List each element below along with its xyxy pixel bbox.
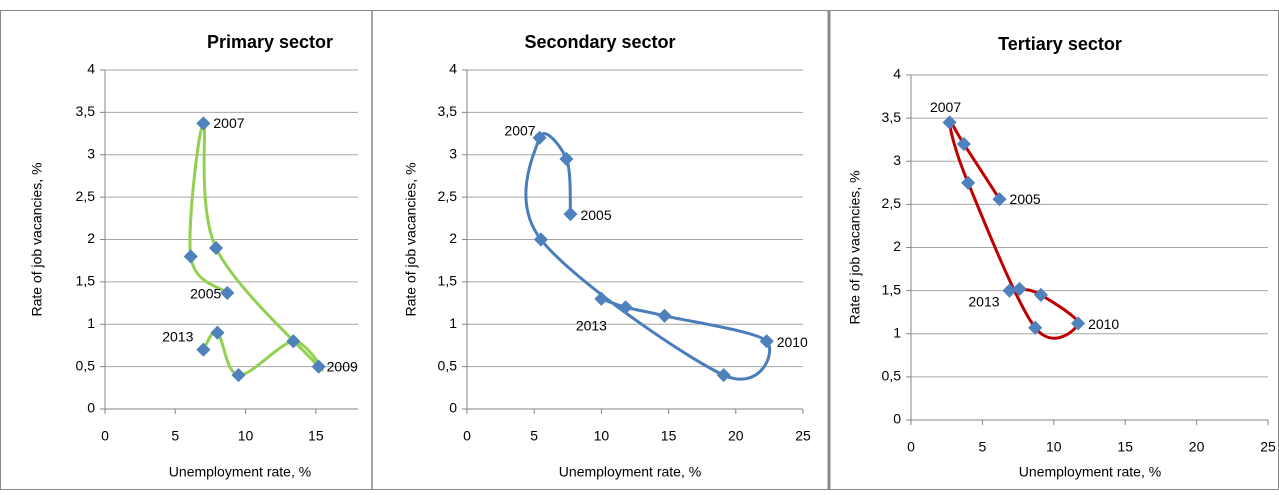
y-tick-label: 0,5 <box>882 368 902 384</box>
y-tick-label: 1 <box>449 315 457 331</box>
x-tick-label: 5 <box>530 428 538 444</box>
y-tick-label: 4 <box>449 61 457 77</box>
y-tick-label: 0 <box>893 411 901 427</box>
y-tick-label: 2 <box>87 230 95 246</box>
y-tick-label: 1,5 <box>76 273 96 289</box>
point <box>231 368 246 383</box>
y-tick-label: 3 <box>449 145 457 161</box>
y-tick-label: 3 <box>893 152 901 168</box>
y-tick-label: 3,5 <box>76 103 96 119</box>
y-tick-label: 3,5 <box>438 103 458 119</box>
point <box>1071 316 1086 331</box>
chart-title: Primary sector <box>207 32 333 52</box>
x-axis-title: Unemployment rate, % <box>559 464 701 480</box>
point <box>594 291 609 306</box>
x-tick-label: 15 <box>661 428 677 444</box>
point <box>956 136 971 152</box>
x-tick-label: 20 <box>728 428 744 444</box>
point-label: 2013 <box>576 318 607 334</box>
point <box>210 325 225 340</box>
chart-title: Secondary sector <box>524 32 675 52</box>
frame <box>0 10 1279 490</box>
chart-title: Tertiary sector <box>998 34 1122 54</box>
point-label: 2013 <box>162 328 193 344</box>
point-label: 2010 <box>777 334 808 350</box>
x-tick-label: 10 <box>238 428 254 444</box>
x-tick-label: 10 <box>1046 439 1062 455</box>
y-axis-title: Rate of job vacancies, % <box>29 162 45 316</box>
y-axis-title: Rate of job vacancies, % <box>403 162 419 316</box>
point-label: 2010 <box>1088 316 1119 332</box>
y-tick-label: 1,5 <box>882 281 902 297</box>
y-tick-label: 0,5 <box>76 357 96 373</box>
point <box>311 359 326 374</box>
point <box>220 285 235 300</box>
series-line <box>948 119 1080 340</box>
point <box>559 151 574 167</box>
point <box>1033 287 1049 303</box>
point <box>1002 283 1017 298</box>
point <box>208 240 224 256</box>
point-label: 2007 <box>930 99 961 115</box>
x-tick-label: 15 <box>308 428 324 444</box>
point <box>183 249 198 264</box>
x-axis-title: Unemployment rate, % <box>1019 464 1161 480</box>
series-line <box>524 132 772 381</box>
y-tick-label: 1 <box>893 324 901 340</box>
point <box>992 192 1007 207</box>
point <box>759 334 774 349</box>
point-label: 2005 <box>1010 191 1041 207</box>
x-tick-label: 5 <box>979 439 987 455</box>
x-tick-label: 5 <box>171 428 179 444</box>
point <box>533 232 548 247</box>
y-tick-label: 2,5 <box>76 188 96 204</box>
point <box>196 342 211 357</box>
x-tick-label: 0 <box>101 428 109 444</box>
point <box>1012 281 1027 296</box>
x-tick-label: 20 <box>1189 439 1205 455</box>
y-tick-label: 2,5 <box>882 195 902 211</box>
y-axis-title: Rate of job vacancies, % <box>847 170 863 324</box>
y-tick-label: 3,5 <box>882 109 902 125</box>
x-axis-title: Unemployment rate, % <box>169 464 311 480</box>
x-tick-label: 25 <box>795 428 811 444</box>
y-tick-label: 2,5 <box>438 188 458 204</box>
y-tick-label: 2 <box>449 230 457 246</box>
x-tick-label: 0 <box>907 439 915 455</box>
point <box>532 130 547 145</box>
point-label: 2013 <box>968 293 999 309</box>
point <box>563 207 578 222</box>
point-label: 2005 <box>580 207 611 223</box>
y-tick-label: 4 <box>893 66 901 82</box>
y-tick-label: 3 <box>87 145 95 161</box>
y-tick-label: 1,5 <box>438 273 458 289</box>
point <box>942 115 957 130</box>
point <box>716 368 731 383</box>
x-tick-label: 25 <box>1260 439 1276 455</box>
point-label: 2005 <box>190 286 221 302</box>
point <box>961 175 976 190</box>
y-tick-label: 2 <box>893 238 901 254</box>
point-label: 2009 <box>327 358 358 374</box>
y-tick-label: 4 <box>87 61 95 77</box>
point <box>618 300 633 315</box>
point <box>286 334 301 349</box>
point <box>657 308 672 323</box>
point-label: 2007 <box>504 123 535 139</box>
y-tick-label: 0,5 <box>438 357 458 373</box>
x-tick-label: 0 <box>463 428 471 444</box>
x-tick-label: 15 <box>1117 439 1133 455</box>
y-tick-label: 0 <box>449 400 457 416</box>
y-tick-label: 0 <box>87 400 95 416</box>
x-tick-label: 10 <box>594 428 610 444</box>
point <box>1028 320 1043 335</box>
y-tick-label: 1 <box>87 315 95 331</box>
point-label: 2007 <box>213 115 244 131</box>
